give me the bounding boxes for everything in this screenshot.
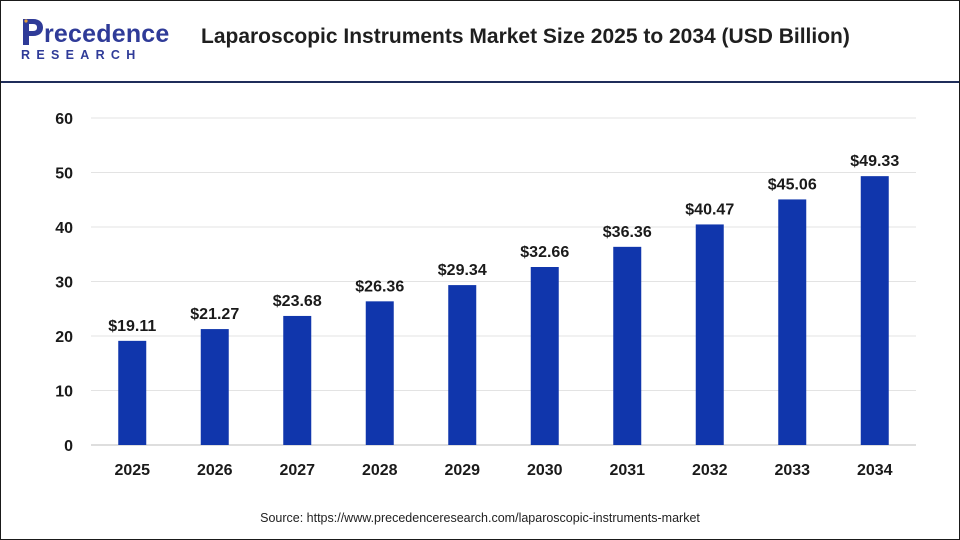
data-label: $49.33 bbox=[850, 153, 899, 170]
data-label: $29.34 bbox=[438, 262, 487, 279]
bar bbox=[283, 315, 312, 445]
x-tick-label: 2026 bbox=[197, 462, 233, 479]
data-label: $45.06 bbox=[768, 176, 817, 193]
data-label: $32.66 bbox=[520, 244, 569, 261]
brand-name: recedence bbox=[44, 20, 170, 48]
x-tick-label: 2030 bbox=[527, 462, 563, 479]
y-tick-label: 10 bbox=[55, 384, 73, 401]
bar bbox=[448, 285, 477, 445]
x-tick-label: 2028 bbox=[362, 462, 398, 479]
bar bbox=[860, 176, 889, 446]
bar bbox=[778, 199, 807, 445]
y-tick-label: 60 bbox=[55, 111, 73, 128]
bar bbox=[530, 267, 559, 445]
x-tick-label: 2031 bbox=[609, 462, 645, 479]
bar bbox=[695, 224, 724, 445]
y-tick-label: 40 bbox=[55, 220, 73, 237]
bar bbox=[613, 246, 642, 445]
header-bar: recedence RESEARCH Laparoscopic Instrume… bbox=[1, 1, 959, 83]
y-tick-label: 30 bbox=[55, 275, 73, 292]
data-label: $40.47 bbox=[685, 201, 734, 218]
data-label: $21.27 bbox=[190, 306, 239, 323]
y-tick-label: 20 bbox=[55, 329, 73, 346]
data-label: $26.36 bbox=[355, 278, 404, 295]
x-tick-label: 2033 bbox=[774, 462, 810, 479]
x-tick-label: 2032 bbox=[692, 462, 728, 479]
data-label: $19.11 bbox=[108, 318, 156, 335]
x-tick-label: 2027 bbox=[279, 462, 315, 479]
chart-title: Laparoscopic Instruments Market Size 202… bbox=[201, 25, 850, 48]
data-label: $36.36 bbox=[603, 224, 652, 241]
y-tick-label: 0 bbox=[64, 438, 73, 455]
x-tick-label: 2029 bbox=[444, 462, 480, 479]
y-tick-label: 50 bbox=[55, 166, 73, 183]
brand-logo: recedence RESEARCH bbox=[19, 15, 169, 67]
bar bbox=[365, 301, 394, 445]
bar bbox=[200, 329, 229, 445]
bar bbox=[118, 340, 147, 445]
precedence-p-logo-icon bbox=[23, 19, 43, 45]
x-tick-label: 2034 bbox=[857, 462, 893, 479]
data-label: $23.68 bbox=[273, 293, 322, 310]
source-citation: Source: https://www.precedenceresearch.c… bbox=[260, 511, 700, 525]
brand-subtitle: RESEARCH bbox=[21, 48, 142, 62]
x-tick-label: 2025 bbox=[114, 462, 150, 479]
